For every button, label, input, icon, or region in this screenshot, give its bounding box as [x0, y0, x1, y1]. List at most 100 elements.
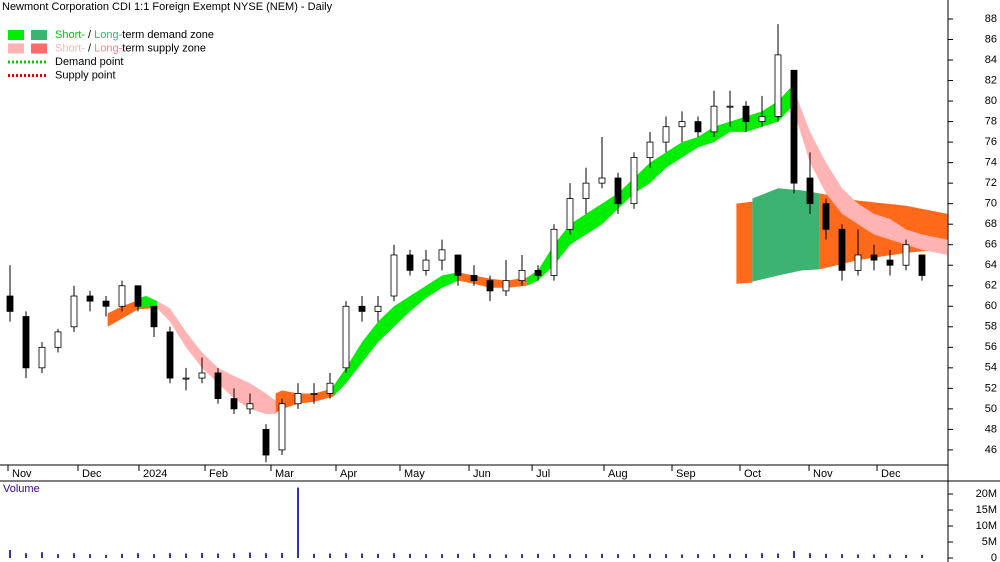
candle-body — [678, 121, 686, 128]
y-tick-label: 78 — [985, 115, 997, 127]
x-tick-label: 2024 — [143, 468, 167, 480]
volume-bar — [601, 553, 603, 558]
legend-text: Long- — [94, 42, 122, 54]
candle-body — [54, 331, 62, 348]
candle-body — [294, 393, 302, 405]
x-tick-label: Oct — [744, 468, 761, 480]
volume-bar — [25, 553, 27, 558]
volume-bar — [745, 553, 747, 558]
y-tick-label: 86 — [985, 33, 997, 45]
y-tick-label: 60 — [985, 300, 997, 312]
candle-body — [806, 177, 814, 205]
y-tick-label: 82 — [985, 74, 997, 86]
y-tick-label: 72 — [985, 177, 997, 189]
x-tick-label: Feb — [209, 468, 228, 480]
candle-body — [646, 141, 654, 158]
volume-bar — [377, 553, 379, 558]
volume-bar — [569, 554, 571, 558]
volume-bar — [825, 553, 827, 558]
volume-y-tick-label: 10M — [976, 520, 997, 532]
candle-body — [870, 254, 878, 261]
volume-bar — [121, 553, 123, 558]
candle-body — [454, 254, 462, 276]
candle-body — [214, 372, 222, 400]
legend-text: / — [85, 42, 94, 54]
x-tick-label: Mar — [275, 468, 294, 480]
volume-bar — [425, 554, 427, 558]
candle-body — [262, 428, 270, 456]
legend-label: Demand point — [55, 56, 124, 68]
legend-text: term demand zone — [122, 29, 214, 41]
y-tick-label: 64 — [985, 259, 997, 271]
candle-body — [726, 105, 734, 108]
volume-bar — [553, 554, 555, 558]
legend-label: Short- / Long-term demand zone — [55, 29, 214, 41]
volume-bar — [617, 554, 619, 558]
volume-bar — [809, 553, 811, 558]
zone — [736, 201, 753, 284]
candle-body — [230, 398, 238, 410]
volume-bar — [41, 552, 43, 558]
candle-body — [438, 249, 446, 261]
y-tick-label: 80 — [985, 95, 997, 107]
candle-body — [70, 295, 78, 328]
candle-body — [838, 228, 846, 271]
volume-bar — [57, 554, 59, 558]
zone — [157, 301, 276, 415]
volume-bar — [217, 553, 219, 558]
candle-body — [374, 305, 382, 312]
volume-bar — [761, 553, 763, 558]
volume-bar — [777, 553, 779, 558]
x-tick-label: Aug — [608, 468, 628, 480]
candle-body — [630, 157, 638, 205]
candle-body — [86, 295, 94, 302]
candle-body — [486, 280, 494, 292]
volume-bar — [249, 552, 251, 558]
volume-bar — [345, 553, 347, 558]
y-tick-label: 46 — [985, 444, 997, 456]
legend-swatch — [31, 43, 47, 54]
volume-bar — [185, 553, 187, 558]
candle-body — [134, 285, 142, 307]
candle-body — [582, 182, 590, 199]
candle-body — [38, 346, 46, 369]
volume-bar — [841, 554, 843, 558]
candle-body — [246, 403, 254, 410]
legend-text: Short- — [55, 29, 85, 41]
volume-bar — [89, 554, 91, 558]
candle-body — [710, 105, 718, 133]
candle-body — [358, 305, 366, 312]
volume-bar — [265, 553, 267, 558]
legend-text: Demand point — [55, 56, 124, 68]
volume-bar — [137, 553, 139, 558]
volume-bar — [905, 554, 907, 558]
legend-label: Supply point — [55, 69, 116, 81]
y-tick-label: 52 — [985, 382, 997, 394]
legend-text: Supply point — [55, 69, 116, 81]
candle-body — [742, 105, 750, 122]
volume-bar — [361, 553, 363, 558]
zone — [275, 388, 334, 413]
y-tick-label: 56 — [985, 341, 997, 353]
volume-title: Volume — [3, 483, 40, 495]
volume-bar — [169, 553, 171, 558]
candle-body — [694, 121, 702, 133]
candle-body — [150, 305, 158, 328]
volume-y-tick-label: 0 — [991, 552, 997, 562]
candle-body — [310, 393, 318, 395]
volume-y-tick-label: 15M — [976, 504, 997, 516]
legend-label: Short- / Long-term supply zone — [55, 42, 206, 54]
candle-body — [470, 275, 478, 282]
volume-bar — [441, 554, 443, 558]
y-tick-label: 70 — [985, 198, 997, 210]
volume-bar — [793, 550, 795, 558]
candle-body — [614, 177, 622, 205]
candle-body — [102, 300, 110, 307]
candle-body — [518, 269, 526, 282]
legend-text: Long- — [94, 29, 122, 41]
y-tick-label: 88 — [985, 13, 997, 25]
x-tick-label: Jul — [536, 468, 550, 480]
x-tick-label: Apr — [340, 468, 357, 480]
volume-bar — [633, 554, 635, 558]
